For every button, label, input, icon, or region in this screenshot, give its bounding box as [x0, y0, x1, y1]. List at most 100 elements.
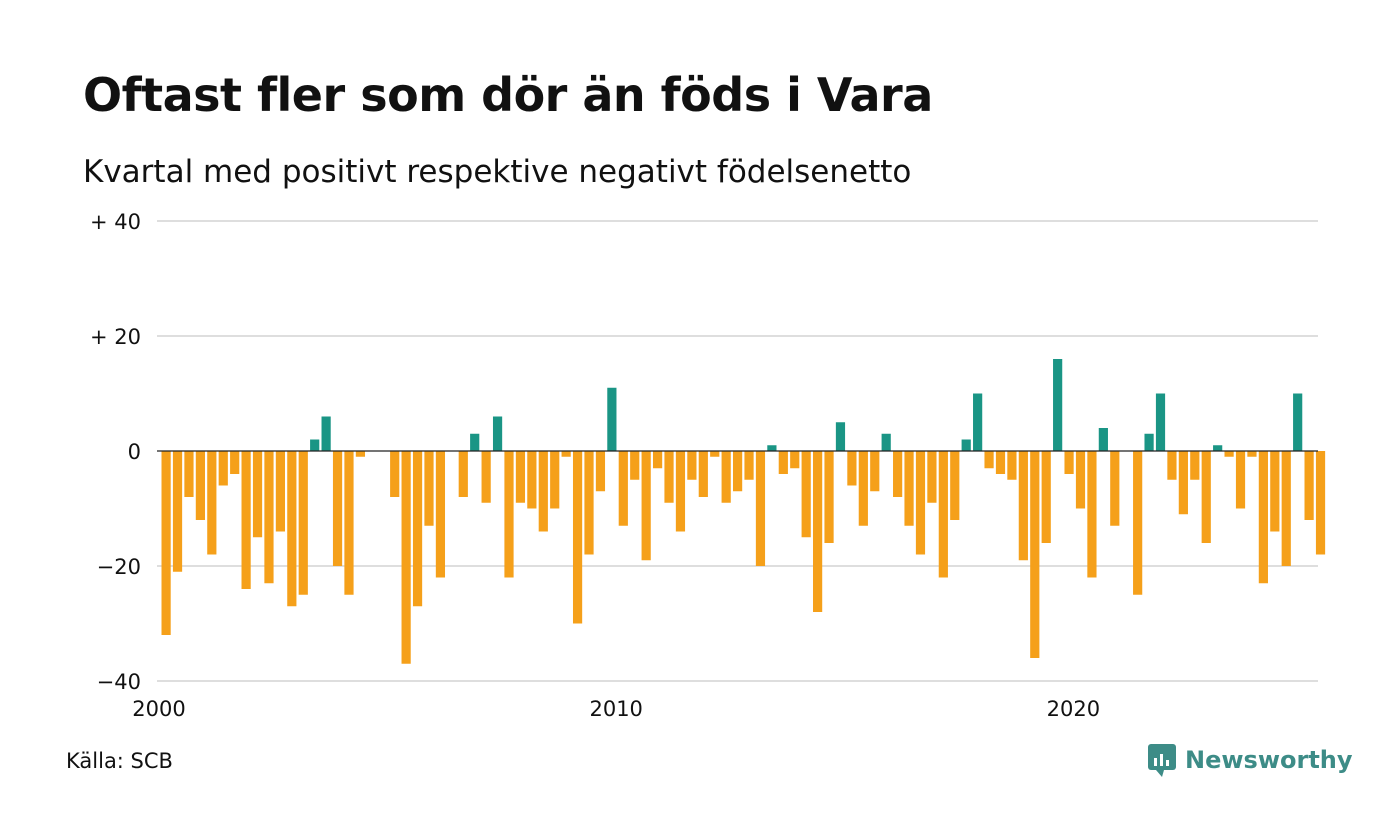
bar — [1178, 451, 1188, 515]
bar — [264, 451, 274, 584]
bar — [835, 422, 846, 451]
brand-logo: Newsworthy — [1147, 742, 1353, 778]
bar — [733, 451, 743, 492]
bar — [881, 433, 891, 451]
x-axis-labels: 2000 2010 2020 — [132, 697, 1100, 721]
bar — [790, 451, 800, 469]
y-tick-label: −20 — [97, 555, 141, 579]
bar — [1281, 451, 1291, 566]
bar — [1041, 451, 1051, 543]
bar — [1304, 451, 1314, 520]
bar — [641, 451, 651, 561]
bar — [1030, 451, 1040, 658]
bar — [172, 451, 183, 572]
bar — [1053, 359, 1063, 451]
bar — [424, 451, 434, 526]
grid-lines — [157, 220, 1318, 682]
bar — [595, 451, 606, 492]
bar — [1144, 433, 1154, 451]
bar — [767, 445, 777, 451]
bar — [755, 451, 766, 566]
bar — [218, 451, 228, 486]
bar — [458, 451, 468, 497]
bar — [698, 451, 708, 497]
bar — [1155, 393, 1166, 451]
bar — [390, 451, 400, 497]
source-label: Källa: SCB — [66, 749, 173, 773]
bar — [321, 416, 331, 451]
bar — [561, 451, 571, 457]
bar — [1258, 451, 1268, 584]
y-tick-label: + 40 — [90, 210, 141, 234]
bar — [721, 451, 731, 503]
bar — [847, 451, 857, 486]
x-tick-label: 2000 — [132, 697, 185, 721]
bar — [287, 451, 297, 607]
bar — [527, 451, 537, 509]
bar — [241, 451, 251, 589]
bar — [778, 451, 788, 474]
bar — [744, 451, 754, 480]
bar — [355, 451, 366, 457]
bar — [687, 451, 697, 480]
bar — [710, 451, 720, 457]
bar — [1133, 451, 1143, 595]
bar — [893, 451, 903, 497]
bar — [344, 451, 354, 595]
bar — [664, 451, 674, 503]
brand-name: Newsworthy — [1185, 746, 1353, 774]
bar — [207, 451, 217, 555]
bar — [252, 451, 263, 538]
bar — [618, 451, 628, 526]
newsworthy-logo-icon — [1148, 744, 1176, 777]
bar — [184, 451, 194, 497]
bar — [298, 451, 308, 595]
bar — [675, 451, 686, 532]
bar — [1075, 451, 1086, 509]
bar — [915, 451, 926, 555]
chart-title: Oftast fler som dör än föds i Vara — [83, 68, 933, 122]
bar — [950, 451, 960, 520]
chart-subtitle: Kvartal med positivt respektive negativt… — [83, 154, 912, 190]
bar — [275, 451, 285, 532]
bar — [572, 451, 583, 624]
bar — [1270, 451, 1280, 532]
bar — [961, 439, 971, 451]
bar — [1293, 393, 1303, 451]
bar — [195, 451, 205, 520]
bar — [161, 451, 171, 635]
bar — [401, 451, 411, 664]
bar — [492, 416, 503, 451]
bar — [538, 451, 548, 532]
bar — [1110, 451, 1120, 526]
bar — [858, 451, 868, 526]
bar — [1167, 451, 1177, 480]
bar — [481, 451, 491, 503]
x-tick-label: 2020 — [1047, 697, 1100, 721]
bar — [1235, 451, 1246, 509]
bar — [1224, 451, 1234, 457]
bar — [412, 451, 423, 607]
bar — [938, 451, 948, 578]
bar — [927, 451, 937, 503]
bar — [652, 451, 663, 469]
bar — [1018, 451, 1028, 561]
bar — [984, 451, 994, 469]
bar — [1190, 451, 1200, 480]
bar — [813, 451, 823, 612]
y-tick-label: 0 — [128, 440, 141, 464]
y-tick-label: + 20 — [90, 325, 141, 349]
y-tick-label: −40 — [97, 670, 141, 694]
bar — [332, 451, 343, 566]
bar — [1098, 428, 1108, 451]
bar — [310, 439, 320, 451]
bar — [870, 451, 880, 492]
bar — [1064, 451, 1074, 474]
bar — [1087, 451, 1097, 578]
bar — [1247, 451, 1257, 457]
bar — [470, 433, 480, 451]
bars — [161, 359, 1326, 664]
x-tick-label: 2010 — [589, 697, 642, 721]
bar — [824, 451, 834, 543]
